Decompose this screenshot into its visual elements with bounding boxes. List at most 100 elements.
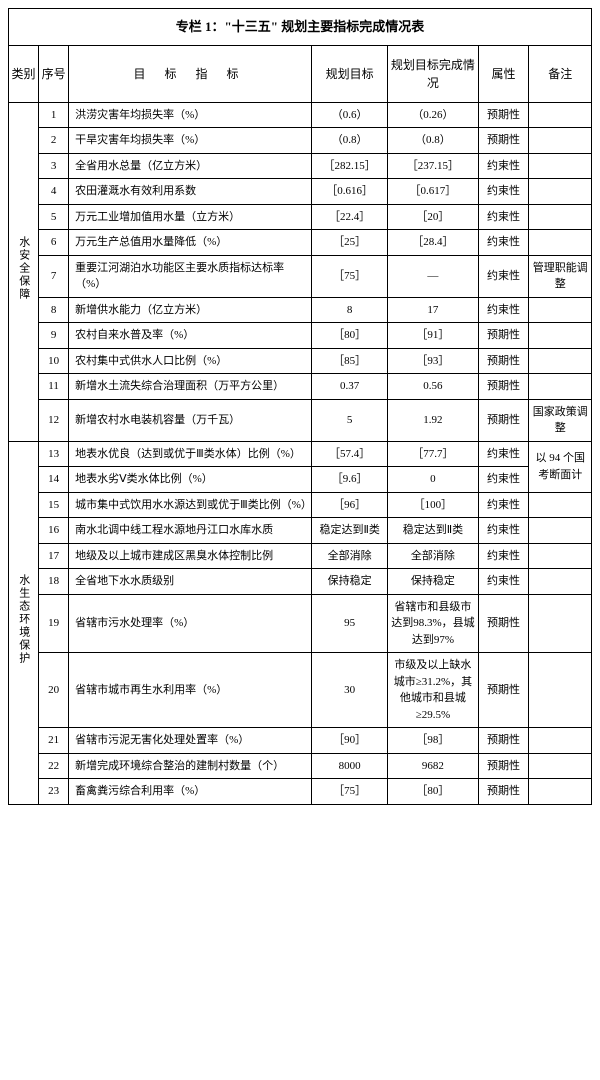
completion-cell: 1.92 [388, 399, 478, 441]
plan-cell: ［9.6］ [312, 467, 388, 493]
note-cell [529, 753, 592, 779]
completion-cell: 0.56 [388, 374, 478, 400]
plan-cell: ［75］ [312, 255, 388, 297]
note-cell [529, 374, 592, 400]
indicator-cell: 全省用水总量（亿立方米） [69, 153, 312, 179]
attr-cell: 约束性 [478, 492, 529, 518]
table-row: 4农田灌溉水有效利用系数［0.616］［0.617］约束性 [9, 179, 592, 205]
table-row: 水生态环境保护13地表水优良（达到或优于Ⅲ类水体）比例（%）［57.4］［77.… [9, 441, 592, 467]
completion-cell: ［28.4］ [388, 230, 478, 256]
completion-cell: ［80］ [388, 779, 478, 805]
note-cell [529, 102, 592, 128]
table-title: 专栏 1："十三五" 规划主要指标完成情况表 [9, 9, 592, 46]
plan-cell: ［90］ [312, 728, 388, 754]
table-row: 23畜禽粪污综合利用率（%）［75］［80］预期性 [9, 779, 592, 805]
completion-cell: — [388, 255, 478, 297]
plan-cell: ［80］ [312, 323, 388, 349]
header-note: 备注 [529, 45, 592, 102]
note-cell [529, 128, 592, 154]
header-attr: 属性 [478, 45, 529, 102]
num-cell: 3 [39, 153, 69, 179]
table-row: 12新增农村水电装机容量（万千瓦）51.92预期性国家政策调整 [9, 399, 592, 441]
header-indicator: 目 标 指 标 [69, 45, 312, 102]
table-row: 20省辖市城市再生水利用率（%）30市级及以上缺水城市≥31.2%，其他城市和县… [9, 653, 592, 728]
num-cell: 22 [39, 753, 69, 779]
note-cell [529, 543, 592, 569]
category-cell: 水生态环境保护 [9, 441, 39, 804]
completion-cell: ［100］ [388, 492, 478, 518]
completion-cell: 省辖市和县级市达到98.3%，县城达到97% [388, 594, 478, 653]
plan-cell: 稳定达到Ⅱ类 [312, 518, 388, 544]
note-cell [529, 569, 592, 595]
note-cell: 国家政策调整 [529, 399, 592, 441]
indicator-cell: 南水北调中线工程水源地丹江口水库水质 [69, 518, 312, 544]
note-cell [529, 779, 592, 805]
table-row: 水安全保障1洪涝灾害年均损失率（%）（0.6）（0.26）预期性 [9, 102, 592, 128]
completion-cell: ［20］ [388, 204, 478, 230]
indicator-cell: 农村集中式供水人口比例（%） [69, 348, 312, 374]
completion-cell: 全部消除 [388, 543, 478, 569]
completion-cell: 稳定达到Ⅱ类 [388, 518, 478, 544]
attr-cell: 约束性 [478, 204, 529, 230]
note-cell [529, 323, 592, 349]
indicator-cell: 省辖市城市再生水利用率（%） [69, 653, 312, 728]
completion-cell: 17 [388, 297, 478, 323]
plan-cell: 8 [312, 297, 388, 323]
table-row: 2干旱灾害年均损失率（%）（0.8）（0.8）预期性 [9, 128, 592, 154]
plan-cell: ［282.15］ [312, 153, 388, 179]
table-row: 18全省地下水水质级别保持稳定保持稳定约束性 [9, 569, 592, 595]
plan-cell: ［25］ [312, 230, 388, 256]
note-cell: 管理职能调整 [529, 255, 592, 297]
indicator-cell: 万元工业增加值用水量（立方米） [69, 204, 312, 230]
note-cell [529, 297, 592, 323]
plan-cell: 5 [312, 399, 388, 441]
num-cell: 20 [39, 653, 69, 728]
note-cell: 以 94 个国考断面计 [529, 441, 592, 492]
attr-cell: 约束性 [478, 441, 529, 467]
completion-cell: 保持稳定 [388, 569, 478, 595]
attr-cell: 预期性 [478, 374, 529, 400]
plan-cell: ［57.4］ [312, 441, 388, 467]
indicator-cell: 洪涝灾害年均损失率（%） [69, 102, 312, 128]
completion-cell: （0.26） [388, 102, 478, 128]
indicator-cell: 新增水土流失综合治理面积（万平方公里） [69, 374, 312, 400]
indicator-cell: 地级及以上城市建成区黑臭水体控制比例 [69, 543, 312, 569]
attr-cell: 预期性 [478, 594, 529, 653]
attr-cell: 预期性 [478, 348, 529, 374]
note-cell [529, 492, 592, 518]
num-cell: 23 [39, 779, 69, 805]
attr-cell: 预期性 [478, 779, 529, 805]
table-row: 6万元生产总值用水量降低（%）［25］［28.4］约束性 [9, 230, 592, 256]
attr-cell: 预期性 [478, 323, 529, 349]
attr-cell: 预期性 [478, 728, 529, 754]
note-cell [529, 728, 592, 754]
completion-cell: （0.8） [388, 128, 478, 154]
note-cell [529, 594, 592, 653]
attr-cell: 预期性 [478, 653, 529, 728]
indicator-cell: 农田灌溉水有效利用系数 [69, 179, 312, 205]
indicator-cell: 新增农村水电装机容量（万千瓦） [69, 399, 312, 441]
completion-cell: ［237.15］ [388, 153, 478, 179]
table-row: 7重要江河湖泊水功能区主要水质指标达标率（%）［75］—约束性管理职能调整 [9, 255, 592, 297]
plan-cell: 8000 [312, 753, 388, 779]
plan-cell: 95 [312, 594, 388, 653]
num-cell: 4 [39, 179, 69, 205]
completion-cell: 0 [388, 467, 478, 493]
num-cell: 21 [39, 728, 69, 754]
header-num: 序号 [39, 45, 69, 102]
indicator-cell: 地表水优良（达到或优于Ⅲ类水体）比例（%） [69, 441, 312, 467]
attr-cell: 约束性 [478, 569, 529, 595]
indicator-cell: 地表水劣Ⅴ类水体比例（%） [69, 467, 312, 493]
num-cell: 9 [39, 323, 69, 349]
indicator-cell: 省辖市污泥无害化处理处置率（%） [69, 728, 312, 754]
note-cell [529, 518, 592, 544]
attr-cell: 约束性 [478, 179, 529, 205]
num-cell: 12 [39, 399, 69, 441]
num-cell: 16 [39, 518, 69, 544]
table-row: 17地级及以上城市建成区黑臭水体控制比例全部消除全部消除约束性 [9, 543, 592, 569]
plan-cell: ［96］ [312, 492, 388, 518]
plan-cell: ［75］ [312, 779, 388, 805]
plan-cell: （0.8） [312, 128, 388, 154]
plan-cell: ［22.4］ [312, 204, 388, 230]
table-row: 5万元工业增加值用水量（立方米）［22.4］［20］约束性 [9, 204, 592, 230]
